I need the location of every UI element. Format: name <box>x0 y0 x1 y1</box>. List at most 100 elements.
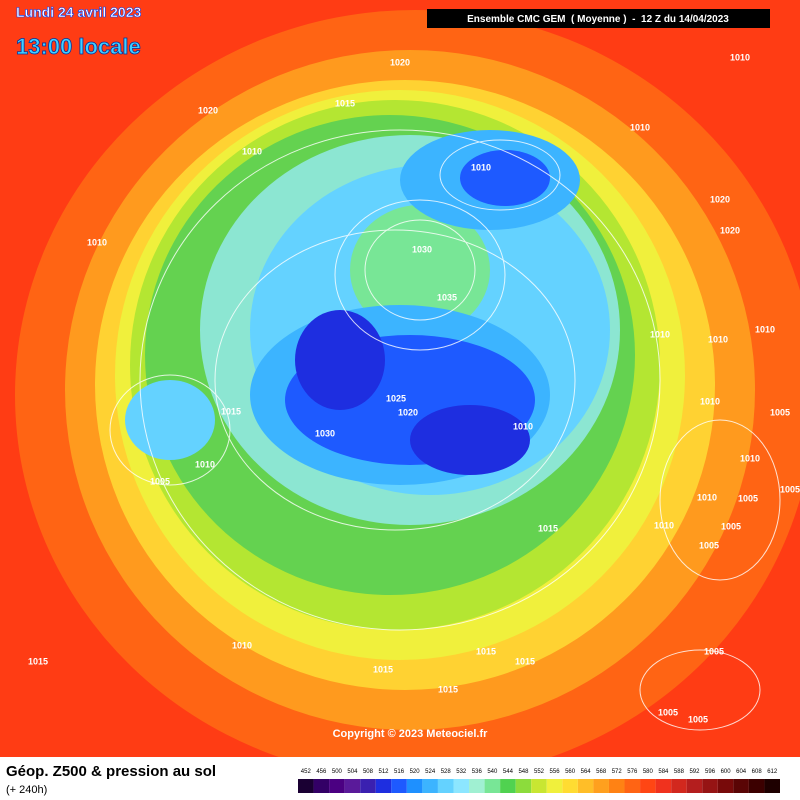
colorbar-swatch <box>640 779 656 793</box>
isobar-label: 1020 <box>398 407 418 417</box>
field <box>460 150 550 206</box>
colorbar-label: 528 <box>441 769 452 775</box>
colorbar-label: 604 <box>736 769 747 775</box>
colorbar-label: 452 <box>301 769 312 775</box>
colorbar-swatch <box>686 779 703 793</box>
colorbar-swatch <box>422 779 438 793</box>
colorbar-label: 508 <box>363 769 374 775</box>
colorbar-label: 560 <box>565 769 576 775</box>
colorbar-swatch <box>624 779 641 793</box>
colorbar-swatch <box>717 779 734 793</box>
colorbar-swatch <box>329 779 345 793</box>
isobar-label: 1010 <box>730 52 750 62</box>
isobar-label: 1010 <box>242 146 262 156</box>
isobar-label: 1010 <box>700 396 720 406</box>
colorbar-swatch <box>562 779 578 793</box>
colorbar-label: 536 <box>472 769 483 775</box>
colorbar-swatch <box>375 779 392 793</box>
isobar-label: 1010 <box>755 324 775 334</box>
isobar-label: 1010 <box>513 421 533 431</box>
colorbar-label: 600 <box>721 769 732 775</box>
colorbar-label: 552 <box>534 769 545 775</box>
colorbar-label: 500 <box>332 769 343 775</box>
colorbar-swatch <box>437 779 454 793</box>
isobar-label: 1005 <box>721 521 741 531</box>
colorbar-label: 524 <box>425 769 436 775</box>
colorbar-swatch <box>406 779 423 793</box>
isobar-label: 1015 <box>28 656 48 666</box>
colorbar-label: 556 <box>550 769 561 775</box>
colorbar-swatch <box>593 779 609 793</box>
colorbar-swatch <box>748 779 765 793</box>
colorbar-swatch <box>313 779 330 793</box>
isobar-label: 1010 <box>232 640 252 650</box>
isobar-label: 1010 <box>87 237 107 247</box>
colorbar-swatch <box>469 779 485 793</box>
colorbar-label: 592 <box>689 769 700 775</box>
isobar-label: 1020 <box>198 105 218 115</box>
colorbar-label: 504 <box>347 769 358 775</box>
isobar-label: 1015 <box>335 98 355 108</box>
isobar-label: 1030 <box>315 428 335 438</box>
isobar-label: 1015 <box>476 646 496 656</box>
isobar-label: 1025 <box>386 393 406 403</box>
run-box <box>427 9 770 28</box>
colorbar-swatch <box>671 779 687 793</box>
colorbar-swatch <box>484 779 501 793</box>
isobar-label: 1020 <box>720 225 740 235</box>
isobar-label: 1005 <box>770 407 790 417</box>
colorbar-swatch <box>733 779 749 793</box>
isobar-label: 1020 <box>390 57 410 67</box>
colorbar-swatch <box>500 779 516 793</box>
colorbar-swatch <box>298 779 314 793</box>
colorbar-swatch <box>655 779 672 793</box>
colorbar-label: 572 <box>612 769 623 775</box>
colorbar-label: 584 <box>658 769 669 775</box>
colorbar-swatch <box>391 779 407 793</box>
isobar-label: 1010 <box>195 459 215 469</box>
colorbar-label: 520 <box>410 769 421 775</box>
colorbar-label: 588 <box>674 769 685 775</box>
colorbar-swatch <box>608 779 625 793</box>
colorbar-swatch <box>546 779 563 793</box>
colorbar-label: 512 <box>379 769 390 775</box>
colorbar-swatch <box>344 779 361 793</box>
colorbar-label: 532 <box>456 769 467 775</box>
isobar-label: 1010 <box>654 520 674 530</box>
isobar-label: 1020 <box>710 194 730 204</box>
colorbar-label: 564 <box>581 769 592 775</box>
colorbar-label: 612 <box>767 769 778 775</box>
isobar-label: 1005 <box>704 646 724 656</box>
colorbar-label: 548 <box>518 769 529 775</box>
colorbar-swatch <box>531 779 547 793</box>
field <box>410 405 530 475</box>
colorbar-swatch <box>764 779 780 793</box>
isobar-label: 1005 <box>150 476 170 486</box>
colorbar-swatch <box>515 779 532 793</box>
copyright: Copyright © 2023 Meteociel.fr <box>333 728 489 740</box>
colorbar-swatch <box>453 779 470 793</box>
field <box>295 310 385 410</box>
isobar-label: 1015 <box>438 684 458 694</box>
colorbar-swatch <box>360 779 376 793</box>
colorbar: 452 456 500 504 508 512 516 520 524 528 532 536 540 5… <box>298 769 780 793</box>
isobar-label: 1015 <box>515 656 535 666</box>
isobar-label: 1010 <box>650 329 670 339</box>
colorbar-label: 516 <box>394 769 405 775</box>
date: Lundi 24 avril 2023 <box>16 4 141 20</box>
colorbar-label: 540 <box>487 769 498 775</box>
field <box>125 380 215 460</box>
isobar-label: 1015 <box>221 406 241 416</box>
isobar-label: 1005 <box>699 540 719 550</box>
colorbar-label: 568 <box>596 769 607 775</box>
colorbar-label: 456 <box>316 769 327 775</box>
isobars <box>109 129 781 731</box>
colorbar-swatch <box>702 779 718 793</box>
isobar-label: 1005 <box>780 484 800 494</box>
colorbar-swatch <box>577 779 594 793</box>
isobar-label: 1005 <box>688 714 708 724</box>
colorbar-label: 596 <box>705 769 716 775</box>
isobar-label: 1010 <box>708 334 728 344</box>
colorbar-label: 544 <box>503 769 514 775</box>
